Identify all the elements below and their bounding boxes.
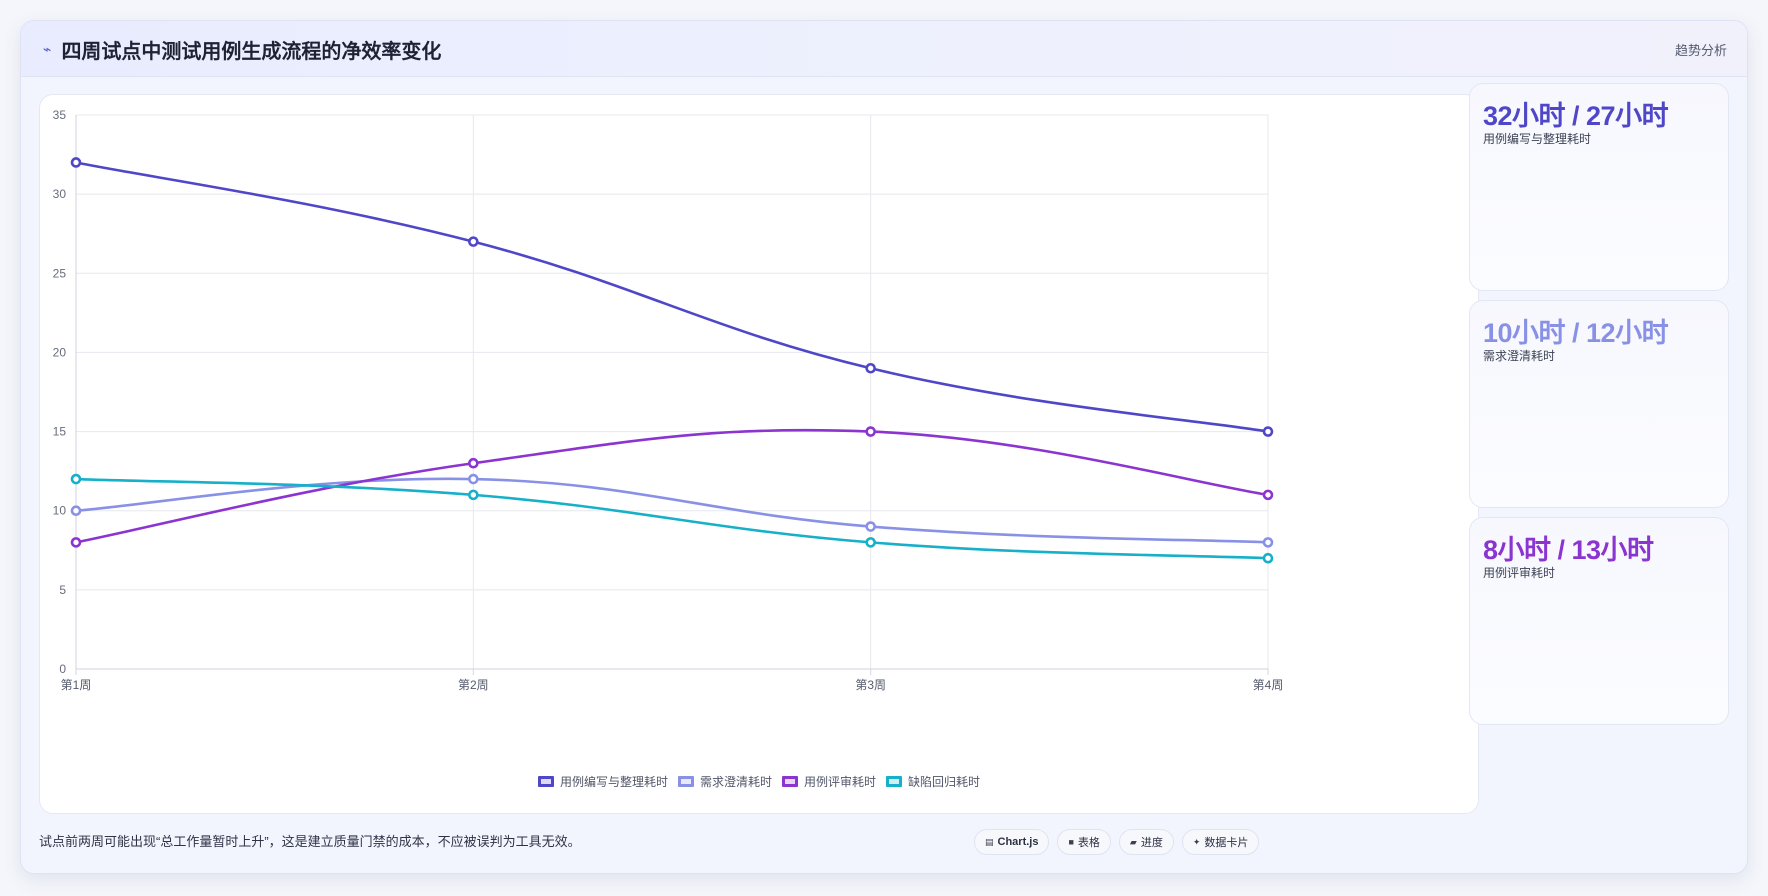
chart-icon: ▤ — [985, 836, 994, 847]
chart-legend: 用例编写与整理耗时 需求澄清耗时 用例评审耗时 缺陷回归耗时 — [40, 773, 1478, 790]
series-line-1 — [75, 161, 1269, 433]
x-tick-label: 第3周 — [855, 678, 886, 692]
data-point — [865, 426, 876, 437]
line-chart-panel: 0 5 10 15 20 25 30 35 第1周 第2周 第3周 第4周 用例编写与整理耗时 需求澄清… — [39, 94, 1479, 814]
y-tick-label: 35 — [53, 108, 67, 122]
legend-label: 缺陷回归耗时 — [908, 775, 981, 789]
table-icon: ■ — [1068, 837, 1074, 847]
card-title: ⌁ 四周试点中测试用例生成流程的净效率变化 — [43, 35, 441, 64]
sparkle-icon: ✦ — [1192, 836, 1201, 847]
data-point — [468, 457, 479, 469]
data-point — [1262, 552, 1274, 564]
kpi-label-3: 用例评审耗时 — [1483, 566, 1556, 580]
pill-label: 表格 — [1077, 837, 1100, 849]
y-tick-label: 25 — [53, 266, 67, 280]
line-chart: 0 5 10 15 20 25 30 35 第1周 第2周 第3周 第4周 — [53, 108, 1284, 692]
pill-chartjs[interactable]: ▤ Chart.js — [974, 829, 1050, 855]
data-point — [1262, 537, 1274, 548]
x-tick-label: 第4周 — [1253, 678, 1284, 692]
progress-icon: ▰ — [1129, 836, 1137, 847]
data-point — [865, 537, 876, 548]
data-point — [1262, 426, 1274, 437]
y-tick-label: 10 — [53, 504, 67, 518]
y-tick-label: 20 — [53, 345, 67, 359]
kpi-label-1: 用例编写与整理耗时 — [1483, 132, 1592, 146]
card-title-text: 四周试点中测试用例生成流程的净效率变化 — [61, 41, 442, 63]
x-tick-label: 第2周 — [458, 678, 489, 692]
kpi-value-2: 10小时 / 12小时 — [1483, 318, 1669, 348]
y-tick-label: 15 — [53, 425, 67, 439]
bolt-icon: ⌁ — [43, 41, 52, 57]
pill-progress[interactable]: ▰ 进度 — [1118, 829, 1174, 855]
legend-label: 用例编写与整理耗时 — [559, 775, 668, 789]
legend-item-1[interactable]: 用例编写与整理耗时 — [537, 773, 668, 790]
kpi-card-2: 10小时 / 12小时 需求澄清耗时 — [1469, 300, 1729, 508]
data-point — [70, 505, 82, 517]
y-tick-label: 5 — [59, 583, 66, 597]
legend-swatch — [677, 776, 694, 787]
data-point — [468, 489, 479, 501]
kpi-value-3: 8小时 / 13小时 — [1483, 535, 1654, 565]
dashboard-card: ⌁ 四周试点中测试用例生成流程的净效率变化 趋势分析 0 5 10 15 20 25 30 3… — [20, 20, 1748, 874]
data-point — [1262, 489, 1274, 501]
kpi-card-1: 32小时 / 27小时 用例编写与整理耗时 — [1469, 83, 1729, 291]
data-point — [70, 157, 82, 168]
legend-label: 用例评审耗时 — [804, 775, 877, 789]
x-tick-label: 第1周 — [61, 678, 92, 692]
legend-swatch — [886, 776, 903, 787]
kpi-card-3: 8小时 / 13小时 用例评审耗时 — [1469, 517, 1729, 725]
legend-item-3[interactable]: 用例评审耗时 — [782, 773, 876, 790]
pill-label: 进度 — [1140, 837, 1163, 849]
card-header: ⌁ 四周试点中测试用例生成流程的净效率变化 趋势分析 — [21, 21, 1747, 77]
legend-item-4[interactable]: 缺陷回归耗时 — [886, 773, 980, 790]
pill-label: Chart.js — [997, 836, 1039, 848]
data-point — [70, 473, 82, 485]
legend-item-2[interactable]: 需求澄清耗时 — [677, 773, 772, 790]
series-line-3 — [75, 428, 1269, 544]
feature-pills: ▤ Chart.js ■ 表格 ▰ 进度 ✦ 数据卡片 — [974, 829, 1260, 855]
series-line-4 — [75, 477, 1269, 560]
y-tick-label: 0 — [59, 662, 66, 676]
pill-data-card[interactable]: ✦ 数据卡片 — [1181, 829, 1260, 855]
kpi-label-2: 需求澄清耗时 — [1483, 349, 1556, 363]
legend-swatch — [537, 776, 554, 787]
data-point — [70, 537, 82, 548]
series-line-2 — [75, 477, 1269, 544]
pill-label: 数据卡片 — [1204, 837, 1249, 849]
legend-swatch — [782, 776, 798, 787]
kpi-value-1: 32小时 / 27小时 — [1483, 101, 1669, 131]
data-point — [865, 362, 876, 374]
footer-note: 试点前两周可能出现“总工作量暂时上升”，这是建立质量门禁的成本，不应被误判为工具… — [39, 834, 581, 849]
legend-label: 需求澄清耗时 — [699, 775, 772, 789]
data-point — [468, 473, 479, 485]
data-point — [865, 521, 876, 532]
pill-table[interactable]: ■ 表格 — [1057, 829, 1111, 855]
data-point — [468, 236, 479, 247]
y-tick-label: 30 — [53, 187, 67, 201]
trend-analysis-tag: 趋势分析 — [1674, 43, 1727, 58]
